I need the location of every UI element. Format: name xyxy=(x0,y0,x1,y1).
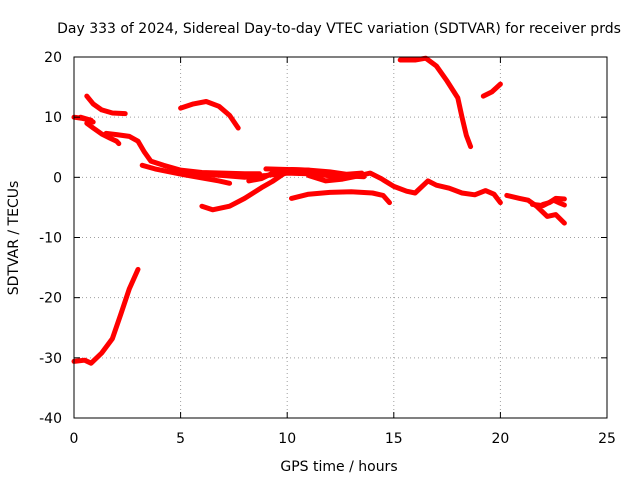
plot-frame xyxy=(73,56,608,419)
y-tick-label: 10 xyxy=(44,110,62,126)
grid-lines xyxy=(74,57,607,418)
series-line-arc-3 xyxy=(84,93,128,117)
series-line-arc-8 xyxy=(199,167,294,213)
series-line-arc-7 xyxy=(178,99,241,131)
series-line-arc-2 xyxy=(77,114,96,125)
data-series xyxy=(71,55,567,366)
chart-title: Day 333 of 2024, Sidereal Day-to-day VTE… xyxy=(57,21,621,37)
x-axis-label: GPS time / hours xyxy=(280,459,397,475)
y-tick-label: -30 xyxy=(39,351,62,367)
series-line-arc-1 xyxy=(71,114,122,147)
y-tick-label: -10 xyxy=(39,231,62,247)
y-tick-label: -20 xyxy=(39,291,62,307)
y-axis-label: SDTVAR / TECUs xyxy=(6,181,22,296)
series-line-arc-14 xyxy=(480,81,503,99)
series-line-arc-11 xyxy=(289,189,392,206)
x-tick-label: 25 xyxy=(598,431,616,447)
x-tick-label: 5 xyxy=(176,431,185,447)
series-line-arc-4 xyxy=(103,130,262,177)
series-line-arc-12 xyxy=(306,170,503,206)
x-tick-label: 20 xyxy=(491,431,509,447)
axis-ticks: 0 5 10 15 20 25 -40 -30 -20 -10 0 10 20 xyxy=(39,50,616,447)
series-line-arc-13 xyxy=(397,55,474,150)
series-line-arc-17 xyxy=(540,195,567,207)
x-tick-label: 10 xyxy=(278,431,296,447)
series-line-arc-10 xyxy=(263,166,365,177)
series-line-arc-18 xyxy=(71,266,141,366)
y-tick-label: -40 xyxy=(39,411,62,427)
y-tick-label: 0 xyxy=(53,170,62,186)
x-tick-label: 15 xyxy=(385,431,403,447)
x-tick-label: 0 xyxy=(70,431,79,447)
y-tick-label: 20 xyxy=(44,50,62,66)
